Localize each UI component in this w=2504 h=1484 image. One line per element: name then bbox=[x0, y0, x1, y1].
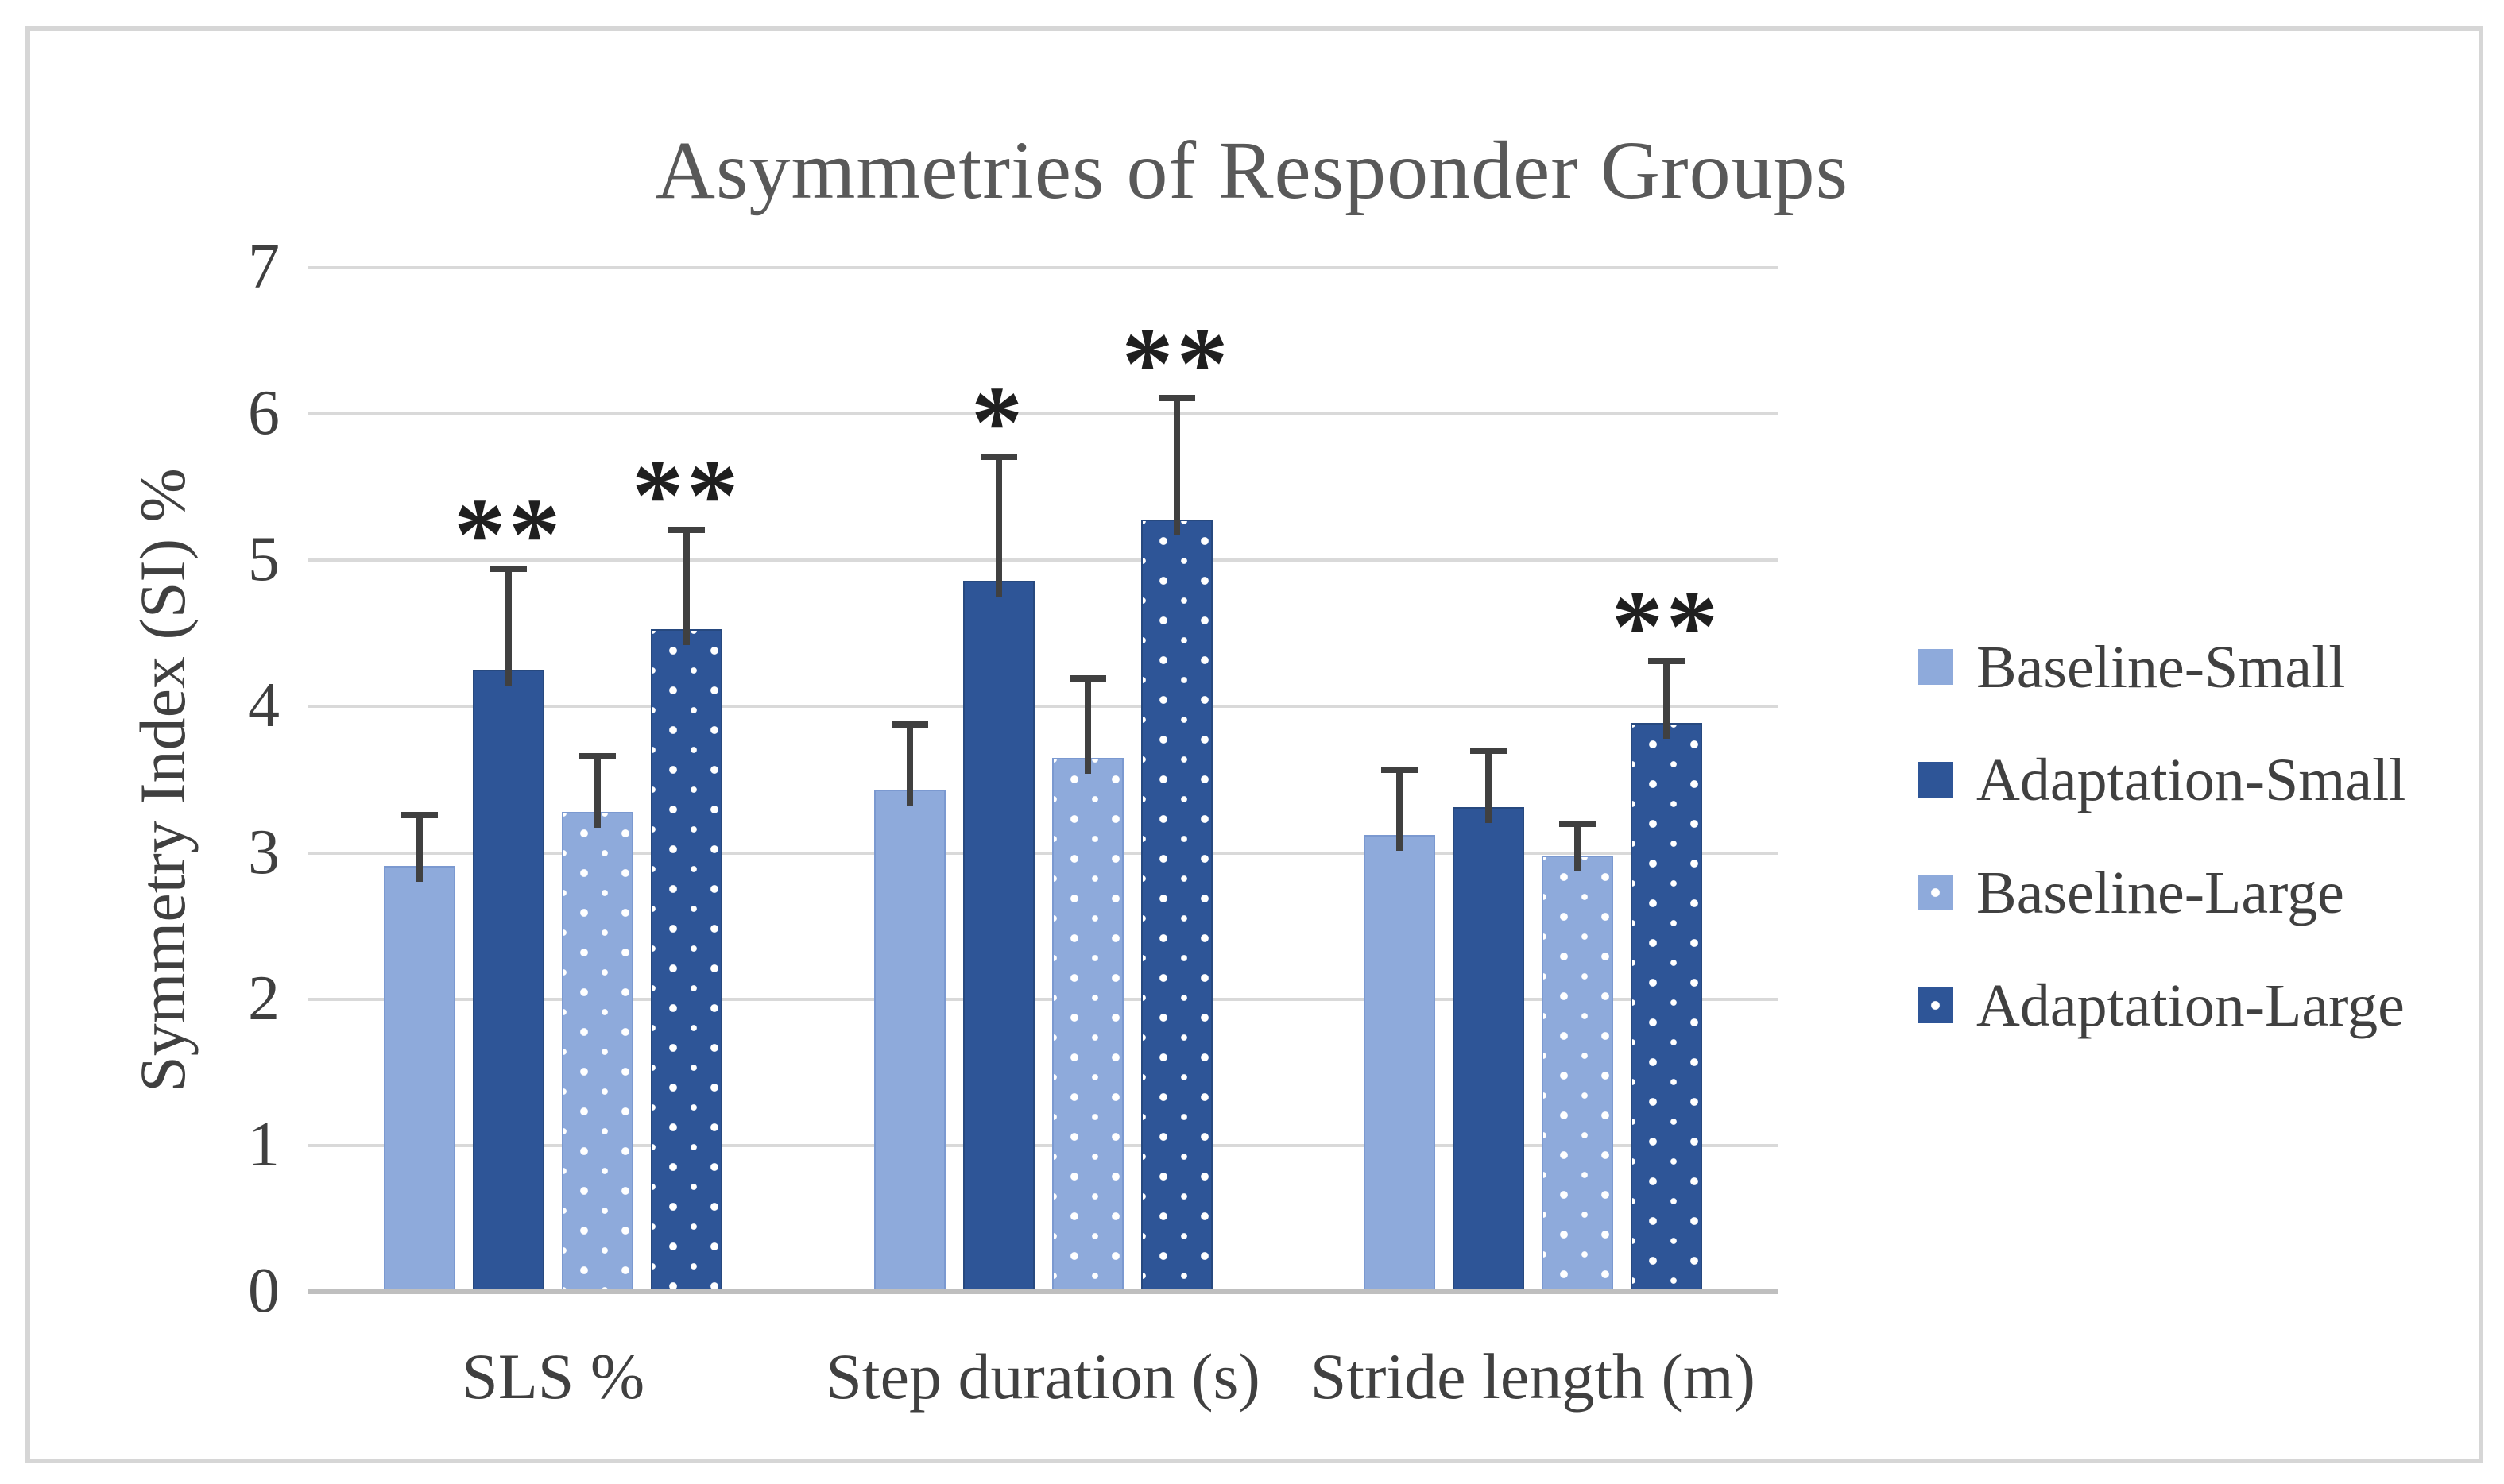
significance-marker: ** bbox=[632, 438, 742, 553]
error-bar-stem bbox=[1484, 750, 1492, 824]
error-bar-stem bbox=[505, 569, 513, 686]
error-bar-stem bbox=[1573, 823, 1581, 872]
bar-baseline-large-1 bbox=[1051, 757, 1124, 1292]
legend-marker-adaptation-small bbox=[1918, 762, 1953, 798]
y-tick-label: 4 bbox=[248, 671, 280, 741]
bar-adaptation-small-1 bbox=[962, 581, 1035, 1292]
error-bar-cap bbox=[668, 526, 706, 533]
error-bar-stem bbox=[683, 529, 691, 645]
legend-marker-baseline-large bbox=[1918, 875, 1953, 910]
gridline bbox=[308, 412, 1778, 416]
y-tick-label: 0 bbox=[248, 1256, 280, 1326]
bar-adaptation-small-0 bbox=[473, 670, 545, 1292]
significance-marker: ** bbox=[1121, 306, 1232, 421]
bar-baseline-small-1 bbox=[873, 790, 946, 1292]
gridline bbox=[308, 1143, 1778, 1147]
bar-baseline-large-0 bbox=[562, 812, 634, 1292]
legend-marker-baseline-small bbox=[1918, 649, 1953, 685]
bar-baseline-small-0 bbox=[384, 866, 456, 1292]
error-bar-stem bbox=[1395, 769, 1403, 852]
category-label: SLS % bbox=[462, 1340, 645, 1413]
bar-baseline-large-2 bbox=[1541, 856, 1613, 1292]
error-bar-stem bbox=[1084, 678, 1091, 774]
bar-baseline-small-2 bbox=[1363, 835, 1435, 1292]
error-bar-stem bbox=[906, 724, 913, 806]
error-bar-stem bbox=[416, 814, 424, 883]
error-bar-cap bbox=[401, 811, 439, 818]
error-bar-cap bbox=[1158, 394, 1195, 401]
error-bar-cap bbox=[490, 566, 528, 573]
error-bar-stem bbox=[1173, 397, 1180, 535]
y-tick-label: 3 bbox=[248, 817, 280, 887]
significance-marker: * bbox=[971, 365, 1026, 480]
legend-label-baseline-small: Baseline-Small bbox=[1976, 634, 2346, 701]
chart-border-frame bbox=[25, 26, 2483, 1463]
error-bar-cap bbox=[1469, 747, 1507, 754]
bar-adaptation-large-1 bbox=[1140, 519, 1213, 1292]
y-tick-label: 2 bbox=[248, 963, 280, 1034]
gridline bbox=[308, 266, 1778, 269]
bar-adaptation-large-0 bbox=[651, 628, 723, 1292]
error-bar-cap bbox=[579, 753, 617, 760]
gridline bbox=[308, 705, 1778, 709]
bar-adaptation-small-2 bbox=[1452, 807, 1524, 1292]
error-bar-cap bbox=[980, 453, 1017, 460]
category-label: Step duration (s) bbox=[826, 1340, 1260, 1413]
gridline bbox=[308, 558, 1778, 562]
error-bar-cap bbox=[1380, 766, 1418, 773]
gridline bbox=[308, 997, 1778, 1001]
bar-adaptation-large-2 bbox=[1630, 722, 1702, 1292]
category-label: Stride length (m) bbox=[1310, 1340, 1755, 1413]
legend-label-adaptation-small: Adaptation-Small bbox=[1976, 747, 2406, 813]
error-bar-cap bbox=[1069, 675, 1106, 682]
error-bar-stem bbox=[995, 456, 1002, 597]
y-tick-label: 1 bbox=[248, 1109, 280, 1180]
y-tick-label: 6 bbox=[248, 378, 280, 449]
legend-marker-adaptation-large bbox=[1918, 987, 1953, 1023]
significance-marker: ** bbox=[1611, 570, 1721, 685]
error-bar-cap bbox=[1558, 820, 1596, 827]
significance-marker: ** bbox=[454, 477, 564, 593]
error-bar-stem bbox=[594, 756, 602, 828]
y-tick-label: 7 bbox=[248, 232, 280, 302]
legend-label-baseline-large: Baseline-Large bbox=[1976, 860, 2344, 926]
legend-label-adaptation-large: Adaptation-Large bbox=[1976, 972, 2405, 1039]
y-tick-label: 5 bbox=[248, 524, 280, 595]
chart-title: Asymmetries of Responder Groups bbox=[655, 125, 1849, 216]
error-bar-cap bbox=[891, 721, 928, 728]
error-bar-stem bbox=[1662, 661, 1670, 739]
gridline bbox=[308, 851, 1778, 855]
x-axis-line bbox=[308, 1289, 1778, 1294]
error-bar-cap bbox=[1647, 658, 1685, 665]
